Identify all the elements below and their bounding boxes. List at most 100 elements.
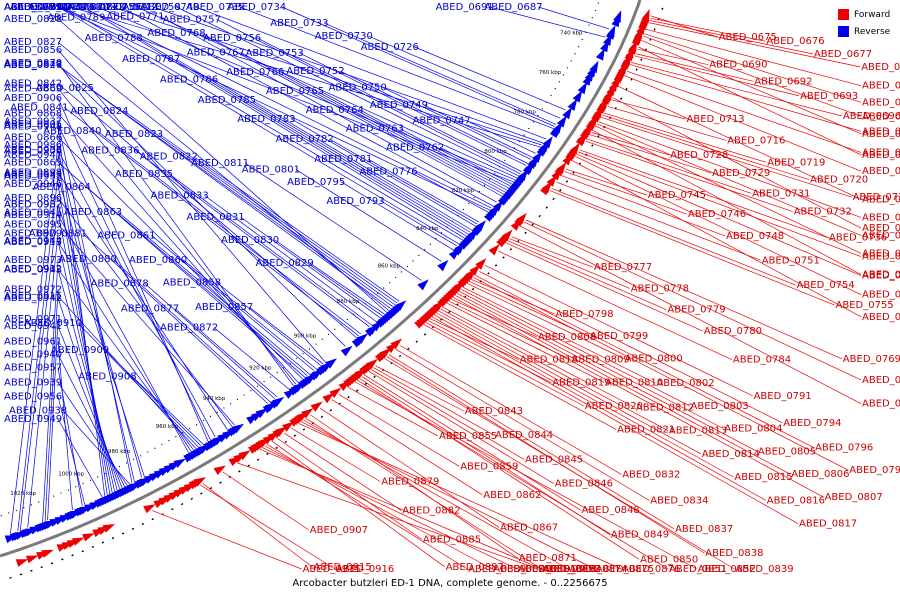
reverse-gene-label[interactable]: ABED_0786: [160, 75, 218, 86]
reverse-gene-label[interactable]: ABED_0937: [4, 117, 62, 128]
forward-gene-label[interactable]: ABED_0745: [648, 190, 706, 201]
forward-gene-label[interactable]: ABED_0686: [862, 129, 900, 140]
forward-gene-label[interactable]: ABED_0798: [555, 309, 613, 320]
forward-gene-label[interactable]: ABED_0859: [460, 461, 518, 472]
forward-gene-label[interactable]: ABED_0777: [594, 262, 652, 273]
forward-gene-label[interactable]: ABED_0846: [555, 479, 613, 490]
reverse-gene-label[interactable]: ABED_0835: [115, 169, 173, 180]
forward-gene-label[interactable]: ABED_0849: [611, 530, 669, 541]
reverse-gene-arrow[interactable]: [84, 503, 97, 513]
forward-gene-label[interactable]: ABED_0818: [520, 355, 578, 366]
forward-gene-label[interactable]: ABED_0736: [829, 233, 887, 244]
reverse-gene-label[interactable]: ABED_0943: [4, 264, 62, 275]
reverse-gene-label[interactable]: ABED_0740: [141, 2, 199, 13]
reverse-gene-label[interactable]: ABED_0972: [4, 285, 62, 296]
reverse-gene-label[interactable]: ABED_0792: [4, 2, 62, 13]
forward-gene-label[interactable]: ABED_0882: [402, 505, 460, 516]
forward-gene-label[interactable]: ABED_0712: [862, 223, 900, 234]
reverse-gene-label[interactable]: ABED_0945: [4, 208, 62, 219]
reverse-gene-label[interactable]: ABED_0749: [370, 100, 428, 111]
reverse-gene-arrow[interactable]: [562, 107, 573, 120]
forward-gene-arrow[interactable]: [36, 551, 49, 560]
forward-gene-label[interactable]: ABED_0728: [670, 150, 728, 161]
forward-gene-label[interactable]: ABED_0850: [640, 554, 698, 565]
forward-gene-arrow[interactable]: [15, 559, 29, 567]
reverse-gene-label[interactable]: ABED_0766: [226, 67, 284, 78]
reverse-gene-label[interactable]: ABED_0836: [81, 145, 139, 156]
reverse-gene-label[interactable]: ABED_0944: [4, 236, 62, 247]
reverse-gene-label[interactable]: ABED_0986: [4, 140, 62, 151]
forward-gene-label[interactable]: ABED_0755: [836, 300, 894, 311]
forward-gene-arrow[interactable]: [475, 258, 487, 270]
forward-gene-label[interactable]: ABED_0935: [303, 564, 361, 575]
forward-gene-label[interactable]: ABED_0806: [791, 469, 849, 480]
forward-gene-arrow[interactable]: [631, 33, 641, 46]
reverse-gene-arrow[interactable]: [595, 48, 605, 61]
reverse-gene-label[interactable]: ABED_0743: [58, 2, 116, 13]
forward-gene-label[interactable]: ABED_0690: [709, 60, 767, 71]
reverse-gene-arrow[interactable]: [572, 90, 583, 103]
reverse-gene-arrow[interactable]: [246, 414, 259, 425]
forward-gene-label[interactable]: ABED_0739: [862, 290, 900, 301]
forward-gene-label[interactable]: ABED_0683: [862, 97, 900, 108]
reverse-gene-label[interactable]: ABED_0756: [203, 33, 261, 44]
forward-gene-label[interactable]: ABED_0791: [754, 391, 812, 402]
reverse-gene-label[interactable]: ABED_0767: [187, 48, 245, 59]
reverse-gene-label[interactable]: ABED_0941: [4, 321, 62, 332]
forward-gene-label[interactable]: ABED_0696: [843, 111, 900, 122]
reverse-gene-label[interactable]: ABED_0765: [266, 86, 324, 97]
forward-gene-arrow[interactable]: [575, 134, 586, 147]
reverse-gene-label[interactable]: ABED_0861: [97, 230, 155, 241]
reverse-gene-label[interactable]: ABED_0946: [4, 179, 62, 190]
forward-gene-label[interactable]: ABED_0802: [656, 378, 714, 389]
forward-gene-arrow[interactable]: [310, 401, 323, 412]
reverse-gene-label[interactable]: ABED_0872: [160, 323, 218, 334]
forward-gene-label[interactable]: ABED_0848: [582, 505, 640, 516]
forward-gene-label[interactable]: ABED_0887: [446, 562, 504, 573]
forward-gene-label[interactable]: ABED_0817: [799, 519, 857, 530]
reverse-gene-label[interactable]: ABED_0856: [4, 45, 62, 56]
forward-gene-label[interactable]: ABED_0875: [596, 564, 654, 575]
reverse-gene-label[interactable]: ABED_0829: [256, 258, 314, 269]
reverse-gene-label[interactable]: ABED_0869: [4, 83, 62, 94]
forward-gene-label[interactable]: ABED_0889: [468, 564, 526, 575]
reverse-gene-label[interactable]: ABED_0909: [51, 345, 109, 356]
reverse-gene-arrow[interactable]: [611, 14, 620, 28]
forward-gene-label[interactable]: ABED_0808: [538, 332, 596, 343]
forward-gene-label[interactable]: ABED_0873: [543, 564, 601, 575]
forward-gene-label[interactable]: ABED_0720: [810, 175, 868, 186]
forward-gene-arrow[interactable]: [322, 392, 335, 404]
reverse-gene-label[interactable]: ABED_0747: [413, 116, 471, 127]
reverse-gene-label[interactable]: ABED_0841: [10, 102, 68, 113]
reverse-gene-label[interactable]: ABED_0788: [85, 33, 143, 44]
reverse-gene-arrow[interactable]: [49, 518, 63, 527]
forward-gene-label[interactable]: ABED_0813: [669, 426, 727, 437]
reverse-gene-label[interactable]: ABED_0939: [4, 377, 62, 388]
reverse-gene-label[interactable]: ABED_0742: [99, 2, 157, 13]
forward-gene-label[interactable]: ABED_0876: [622, 564, 680, 575]
reverse-gene-label[interactable]: ABED_0961: [4, 336, 62, 347]
forward-gene-label[interactable]: ABED_0748: [726, 231, 784, 242]
reverse-gene-label[interactable]: ABED_0771: [106, 12, 164, 23]
reverse-gene-arrow[interactable]: [54, 516, 67, 525]
reverse-gene-label[interactable]: ABED_0905: [4, 120, 62, 131]
forward-gene-arrow[interactable]: [61, 541, 75, 550]
reverse-gene-label[interactable]: ABED_0948: [4, 122, 62, 133]
reverse-gene-label[interactable]: ABED_0789: [47, 12, 105, 23]
reverse-gene-label[interactable]: ABED_0726: [361, 42, 419, 53]
reverse-gene-arrow[interactable]: [59, 514, 72, 523]
forward-gene-arrow[interactable]: [562, 153, 573, 166]
forward-gene-label[interactable]: ABED_0815: [734, 472, 792, 483]
reverse-gene-arrow[interactable]: [577, 81, 588, 95]
reverse-gene-label[interactable]: ABED_0914: [4, 210, 62, 221]
reverse-gene-label[interactable]: ABED_0983: [4, 169, 62, 180]
reverse-gene-label[interactable]: ABED_0831: [187, 212, 245, 223]
forward-gene-label[interactable]: ABED_0844: [495, 430, 553, 441]
reverse-gene-arrow[interactable]: [417, 279, 429, 291]
reverse-gene-label[interactable]: ABED_0982: [4, 200, 62, 211]
reverse-gene-label[interactable]: ABED_0827: [4, 37, 62, 48]
forward-gene-arrow[interactable]: [82, 533, 95, 542]
forward-gene-label[interactable]: ABED_0796: [815, 443, 873, 454]
reverse-gene-label[interactable]: ABED_0691: [436, 2, 494, 13]
reverse-gene-arrow[interactable]: [29, 526, 43, 535]
